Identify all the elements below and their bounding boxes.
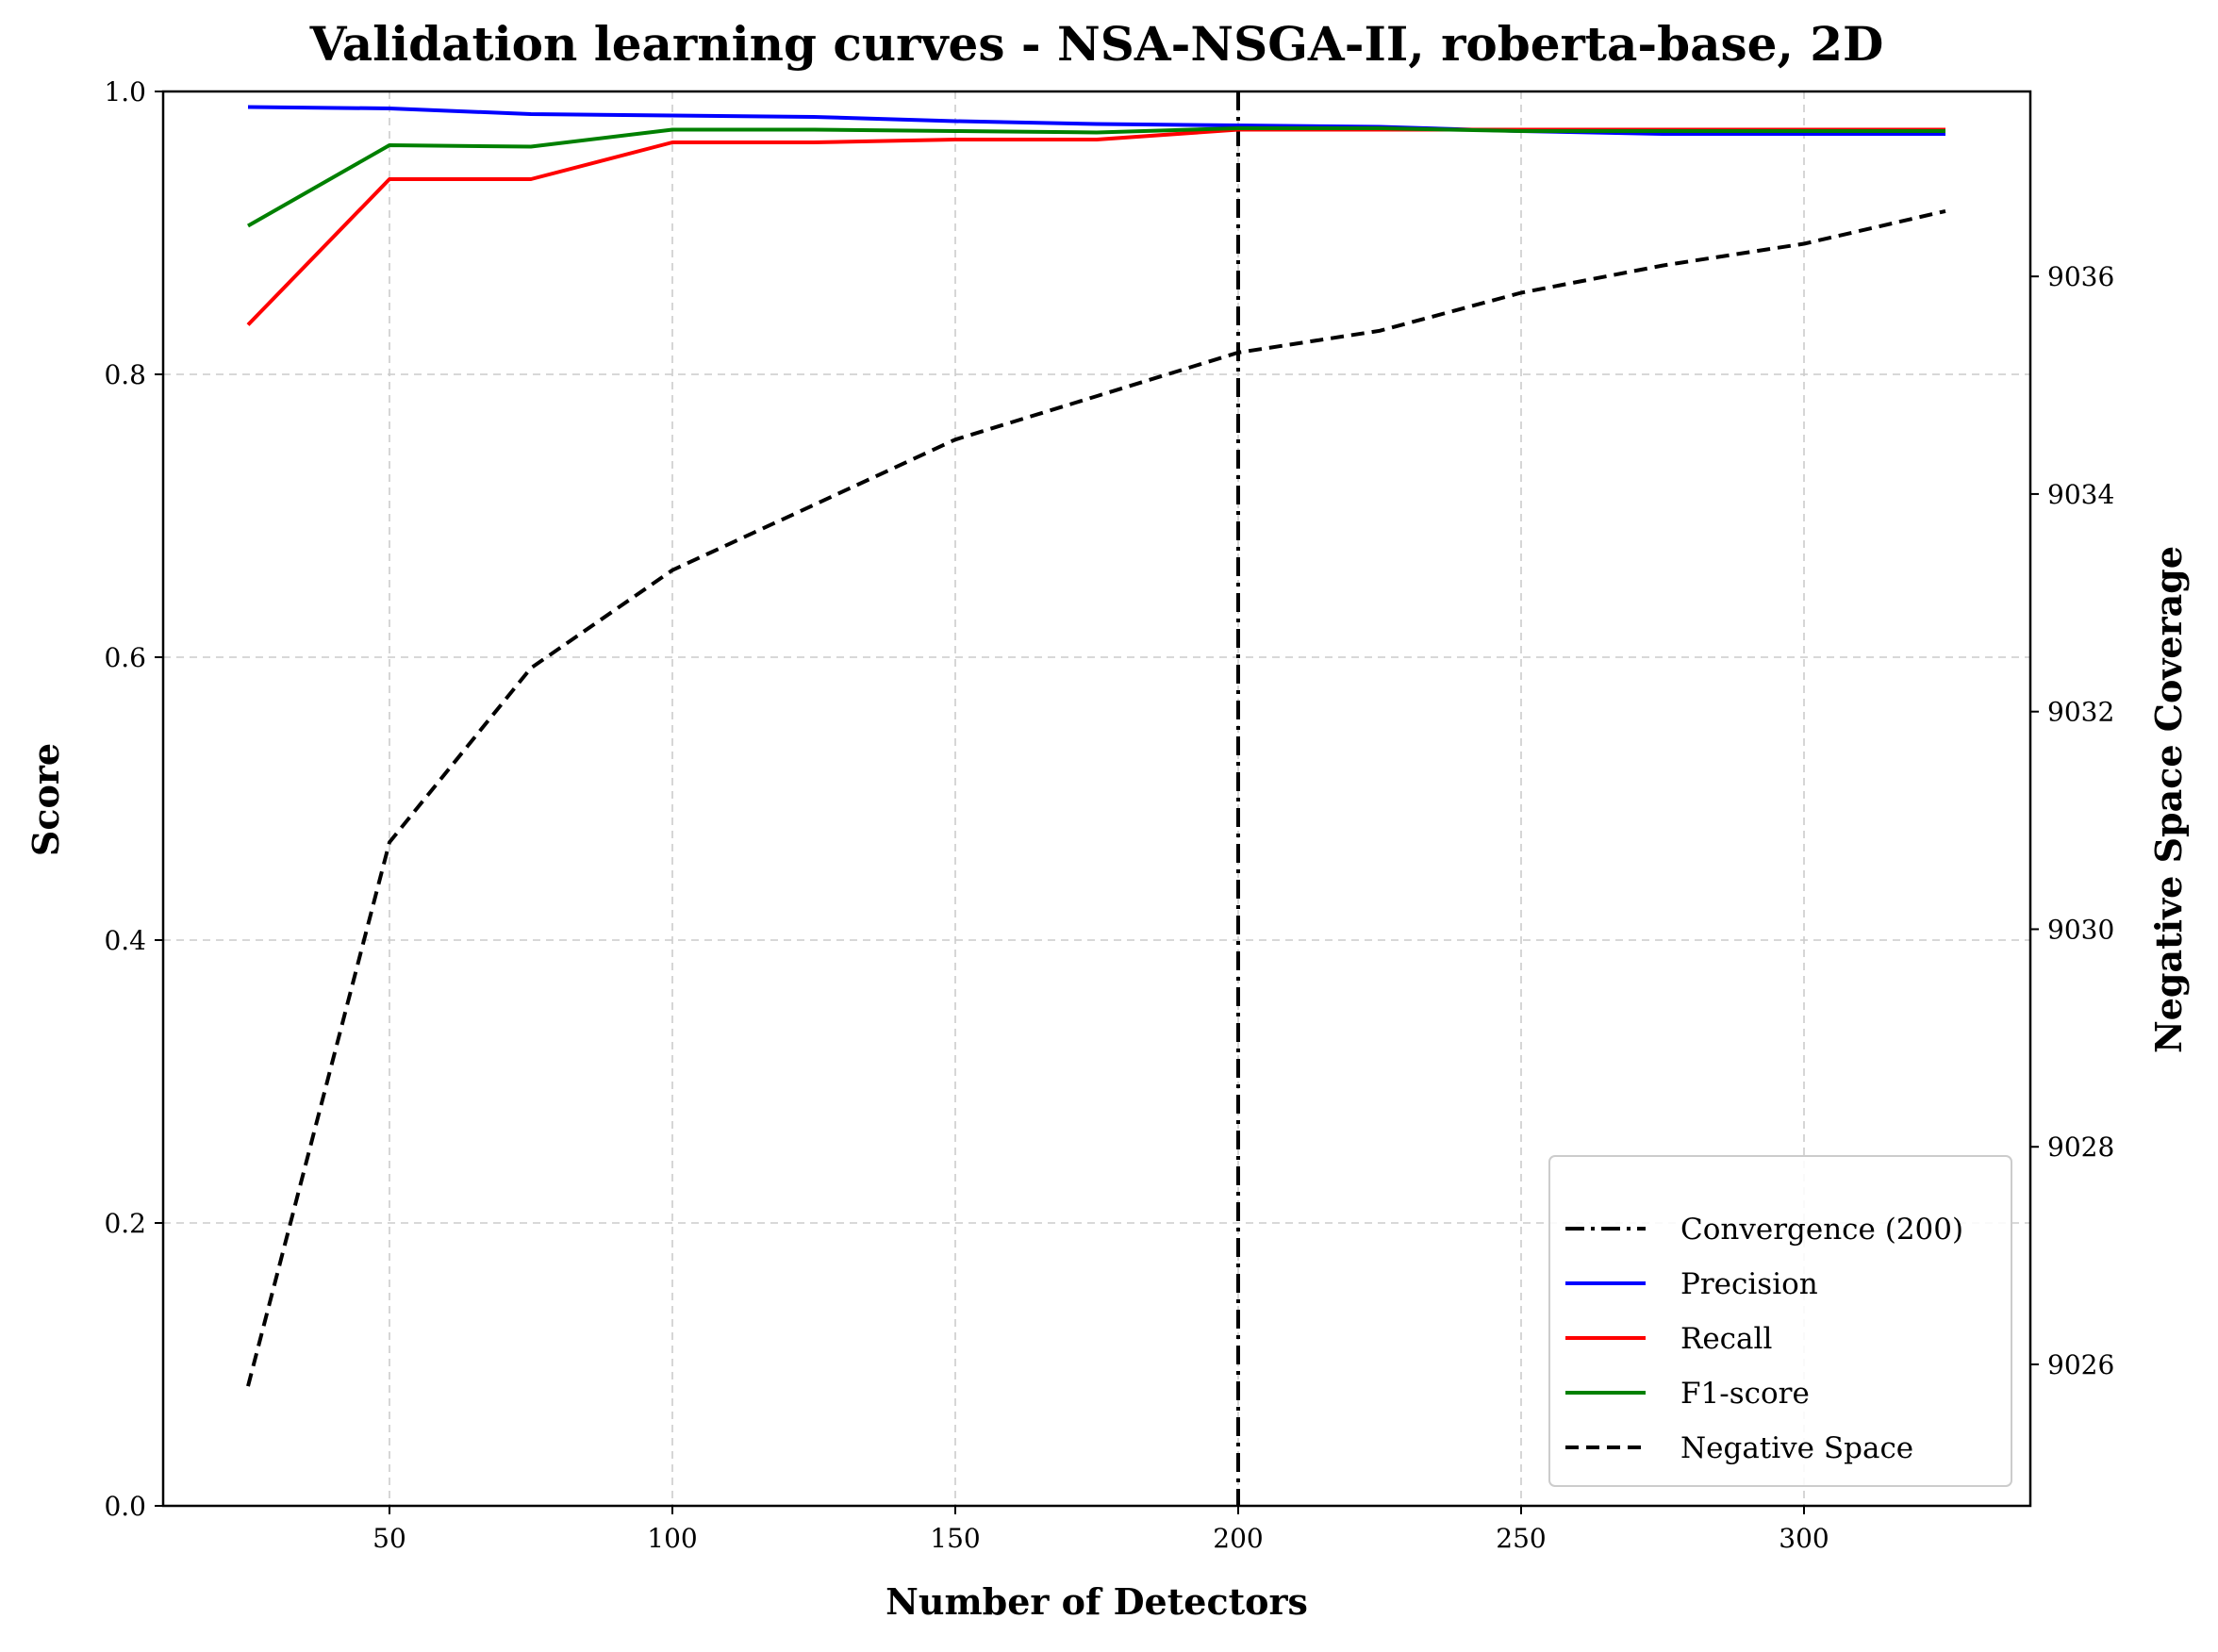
y-tick-label: 0.8 [104,359,146,390]
y-tick-label: 0.4 [104,925,146,956]
legend: Convergence (200) Precision Recall F1-score… [1548,1155,2012,1487]
y2-tick-label: 9036 [2047,261,2114,292]
y-axis-title: Score [25,743,67,856]
series-layer [246,105,1946,1387]
legend-box [1548,1155,2012,1487]
x-axis-title: Number of Detectors [886,1580,1308,1623]
y2-axis-title: Negative Space Coverage [2147,546,2190,1053]
y2-tick-label: 9026 [2047,1349,2114,1380]
x-tick-label: 300 [1779,1523,1829,1554]
plot-frame [161,90,2032,1508]
x-axis-ticks: 50 100 150 200 250 300 [372,1506,1829,1554]
x-tick-label: 100 [647,1523,697,1554]
legend-label-negative-space: Negative Space [1680,1431,1913,1465]
y-axis-ticks: 0.0 0.2 0.4 0.6 0.8 1.0 [104,76,163,1522]
y2-tick-label: 9028 [2047,1132,2114,1163]
series-line-negative-space [246,208,1946,1387]
y2-tick-label: 9034 [2047,479,2114,510]
y-tick-label: 1.0 [104,76,146,107]
x-tick-label: 250 [1496,1523,1546,1554]
legend-label-convergence: Convergence (200) [1680,1213,1963,1247]
series-line-f1-score [247,126,1945,228]
y-tick-label: 0.2 [104,1208,146,1239]
y-tick-label: 0.0 [104,1491,146,1522]
x-tick-label: 200 [1213,1523,1263,1554]
series-line-precision [247,105,1945,136]
y-tick-label: 0.6 [104,642,146,673]
legend-label-f1-score: F1-score [1680,1377,1810,1411]
y2-axis-ticks: 9026 9028 9030 9032 9034 9036 [2030,261,2114,1380]
y2-tick-label: 9032 [2047,697,2114,728]
legend-label-recall: Recall [1680,1322,1772,1356]
legend-label-precision: Precision [1680,1267,1818,1301]
chart-title: Validation learning curves - NSA-NSGA-II… [309,16,1884,72]
x-tick-label: 50 [372,1523,406,1554]
y2-tick-label: 9030 [2047,914,2114,945]
x-tick-label: 150 [930,1523,980,1554]
